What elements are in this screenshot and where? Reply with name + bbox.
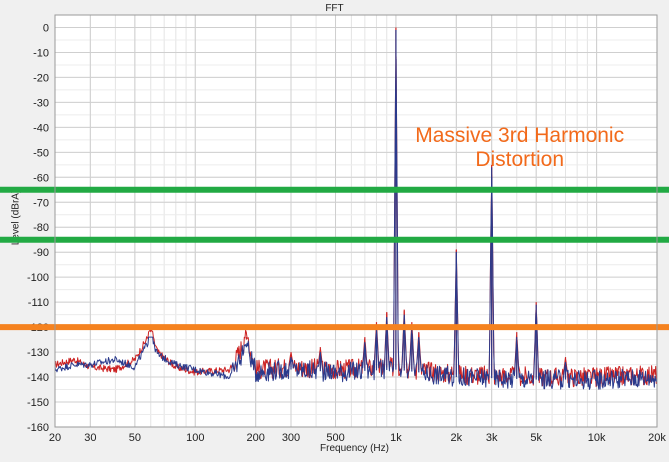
- x-tick-label: 30: [84, 432, 96, 444]
- x-tick-label: 5k: [530, 432, 542, 444]
- y-tick-label: -140: [27, 372, 49, 384]
- y-tick-label: -100: [27, 272, 49, 284]
- y-tick-label: -40: [33, 122, 49, 134]
- x-tick-label: 20: [49, 432, 61, 444]
- plot-border: [54, 14, 658, 428]
- annotation-text: Massive 3rd Harmonic: [415, 124, 624, 147]
- fft-series-line: [54, 58, 658, 390]
- y-tick-label: -60: [33, 172, 49, 184]
- x-tick-label: 10k: [588, 432, 606, 444]
- y-tick-label: -10: [33, 47, 49, 59]
- y-tick-label: -160: [27, 422, 49, 434]
- y-tick-label: 0: [43, 22, 49, 34]
- x-tick-label: 100: [186, 432, 204, 444]
- y-tick-label: -150: [27, 397, 49, 409]
- x-tick-label: 2k: [451, 432, 463, 444]
- x-tick-label: 50: [129, 432, 141, 444]
- x-tick-label: 3k: [486, 432, 498, 444]
- x-tick-label: 20k: [648, 432, 666, 444]
- y-tick-label: -50: [33, 147, 49, 159]
- x-tick-label: 500: [326, 432, 344, 444]
- y-tick-label: -90: [33, 247, 49, 259]
- y-tick-label: -110: [28, 297, 49, 309]
- y-tick-label: -130: [27, 347, 49, 359]
- y-tick-label: -70: [33, 197, 49, 209]
- y-tick-label: -20: [33, 72, 49, 84]
- y-tick-label: -30: [33, 97, 49, 109]
- chart-title: FFT: [325, 3, 344, 14]
- x-tick-label: 1k: [390, 432, 402, 444]
- x-axis-label: Frequency (Hz): [320, 443, 389, 454]
- x-tick-label: 300: [282, 432, 300, 444]
- annotation-text: Distortion: [475, 148, 564, 171]
- plot-background: [55, 15, 657, 427]
- x-tick-label: 200: [246, 432, 264, 444]
- y-tick-label: -80: [33, 222, 49, 234]
